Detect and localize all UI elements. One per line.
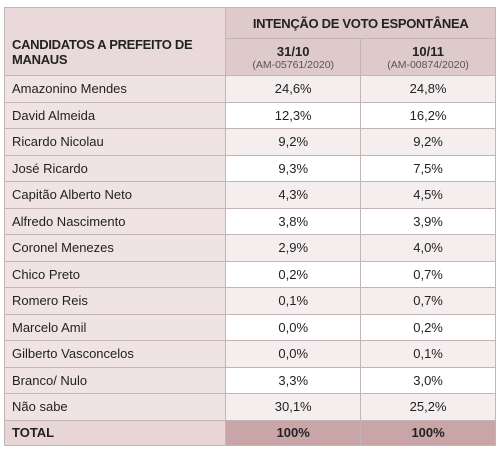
column-header: 10/11 (AM-00874/2020) bbox=[360, 38, 496, 76]
value-cell: 100% bbox=[225, 419, 362, 446]
value-cell: 9,2% bbox=[360, 128, 496, 156]
value-cell: 24,8% bbox=[360, 75, 496, 103]
column-registry: (AM-00874/2020) bbox=[387, 58, 469, 71]
table-row: Marcelo Amil 0,0% 0,2% bbox=[3, 313, 496, 341]
poll-table: CANDIDATOS A PREFEITO DE MANAUS INTENÇÃO… bbox=[3, 7, 496, 446]
value-cell: 3,0% bbox=[360, 366, 496, 394]
table-row: David Almeida 12,3% 16,2% bbox=[3, 101, 496, 129]
column-registry: (AM-05761/2020) bbox=[252, 58, 335, 71]
value-cell: 3,8% bbox=[225, 207, 362, 235]
name-cell: Branco/ Nulo bbox=[3, 366, 227, 394]
value-cell: 100% bbox=[360, 419, 496, 446]
value-cell: 0,0% bbox=[225, 313, 362, 341]
value-cell: 2,9% bbox=[225, 234, 362, 262]
table-row: TOTAL 100% 100% bbox=[3, 419, 496, 446]
value-cell: 4,3% bbox=[225, 181, 362, 209]
value-cell: 0,2% bbox=[225, 260, 362, 288]
table-row: Romero Reis 0,1% 0,7% bbox=[3, 287, 496, 315]
value-cell: 0,1% bbox=[360, 340, 496, 368]
value-cell: 4,0% bbox=[360, 234, 496, 262]
table-row: Coronel Menezes 2,9% 4,0% bbox=[3, 234, 496, 262]
value-cell: 4,5% bbox=[360, 181, 496, 209]
header-title: CANDIDATOS A PREFEITO DE MANAUS bbox=[3, 7, 227, 76]
value-cell: 24,6% bbox=[225, 75, 362, 103]
column-date: 31/10 bbox=[276, 43, 310, 59]
name-cell: Chico Preto bbox=[3, 260, 227, 288]
table-row: José Ricardo 9,3% 7,5% bbox=[3, 154, 496, 182]
value-cell: 0,7% bbox=[360, 287, 496, 315]
value-cell: 9,3% bbox=[225, 154, 362, 182]
value-cell: 3,3% bbox=[225, 366, 362, 394]
table-row: Não sabe 30,1% 25,2% bbox=[3, 393, 496, 421]
name-cell: Marcelo Amil bbox=[3, 313, 227, 341]
value-cell: 9,2% bbox=[225, 128, 362, 156]
value-cell: 0,2% bbox=[360, 313, 496, 341]
name-cell: José Ricardo bbox=[3, 154, 227, 182]
table-row: Amazonino Mendes 24,6% 24,8% bbox=[3, 75, 496, 103]
column-date: 10/11 bbox=[412, 43, 444, 59]
name-cell: Coronel Menezes bbox=[3, 234, 227, 262]
value-cell: 0,1% bbox=[225, 287, 362, 315]
value-cell: 7,5% bbox=[360, 154, 496, 182]
value-cell: 0,0% bbox=[225, 340, 362, 368]
name-cell: Não sabe bbox=[3, 393, 227, 421]
value-cell: 12,3% bbox=[225, 101, 362, 129]
name-cell: Alfredo Nascimento bbox=[3, 207, 227, 235]
table-row: Gilberto Vasconcelos 0,0% 0,1% bbox=[3, 340, 496, 368]
name-cell: David Almeida bbox=[3, 101, 227, 129]
name-cell: Gilberto Vasconcelos bbox=[3, 340, 227, 368]
value-cell: 25,2% bbox=[360, 393, 496, 421]
value-cell: 16,2% bbox=[360, 101, 496, 129]
table-row: Alfredo Nascimento 3,8% 3,9% bbox=[3, 207, 496, 235]
header-group: INTENÇÃO DE VOTO ESPONTÂNEA bbox=[225, 7, 496, 39]
column-header: 31/10 (AM-05761/2020) bbox=[225, 38, 362, 76]
table-row: Branco/ Nulo 3,3% 3,0% bbox=[3, 366, 496, 394]
table-row: Chico Preto 0,2% 0,7% bbox=[3, 260, 496, 288]
name-cell: Capitão Alberto Neto bbox=[3, 181, 227, 209]
table-row: Ricardo Nicolau 9,2% 9,2% bbox=[3, 128, 496, 156]
value-cell: 30,1% bbox=[225, 393, 362, 421]
value-cell: 0,7% bbox=[360, 260, 496, 288]
name-cell: TOTAL bbox=[3, 419, 227, 446]
name-cell: Romero Reis bbox=[3, 287, 227, 315]
value-cell: 3,9% bbox=[360, 207, 496, 235]
name-cell: Amazonino Mendes bbox=[3, 75, 227, 103]
name-cell: Ricardo Nicolau bbox=[3, 128, 227, 156]
table-row: Capitão Alberto Neto 4,3% 4,5% bbox=[3, 181, 496, 209]
